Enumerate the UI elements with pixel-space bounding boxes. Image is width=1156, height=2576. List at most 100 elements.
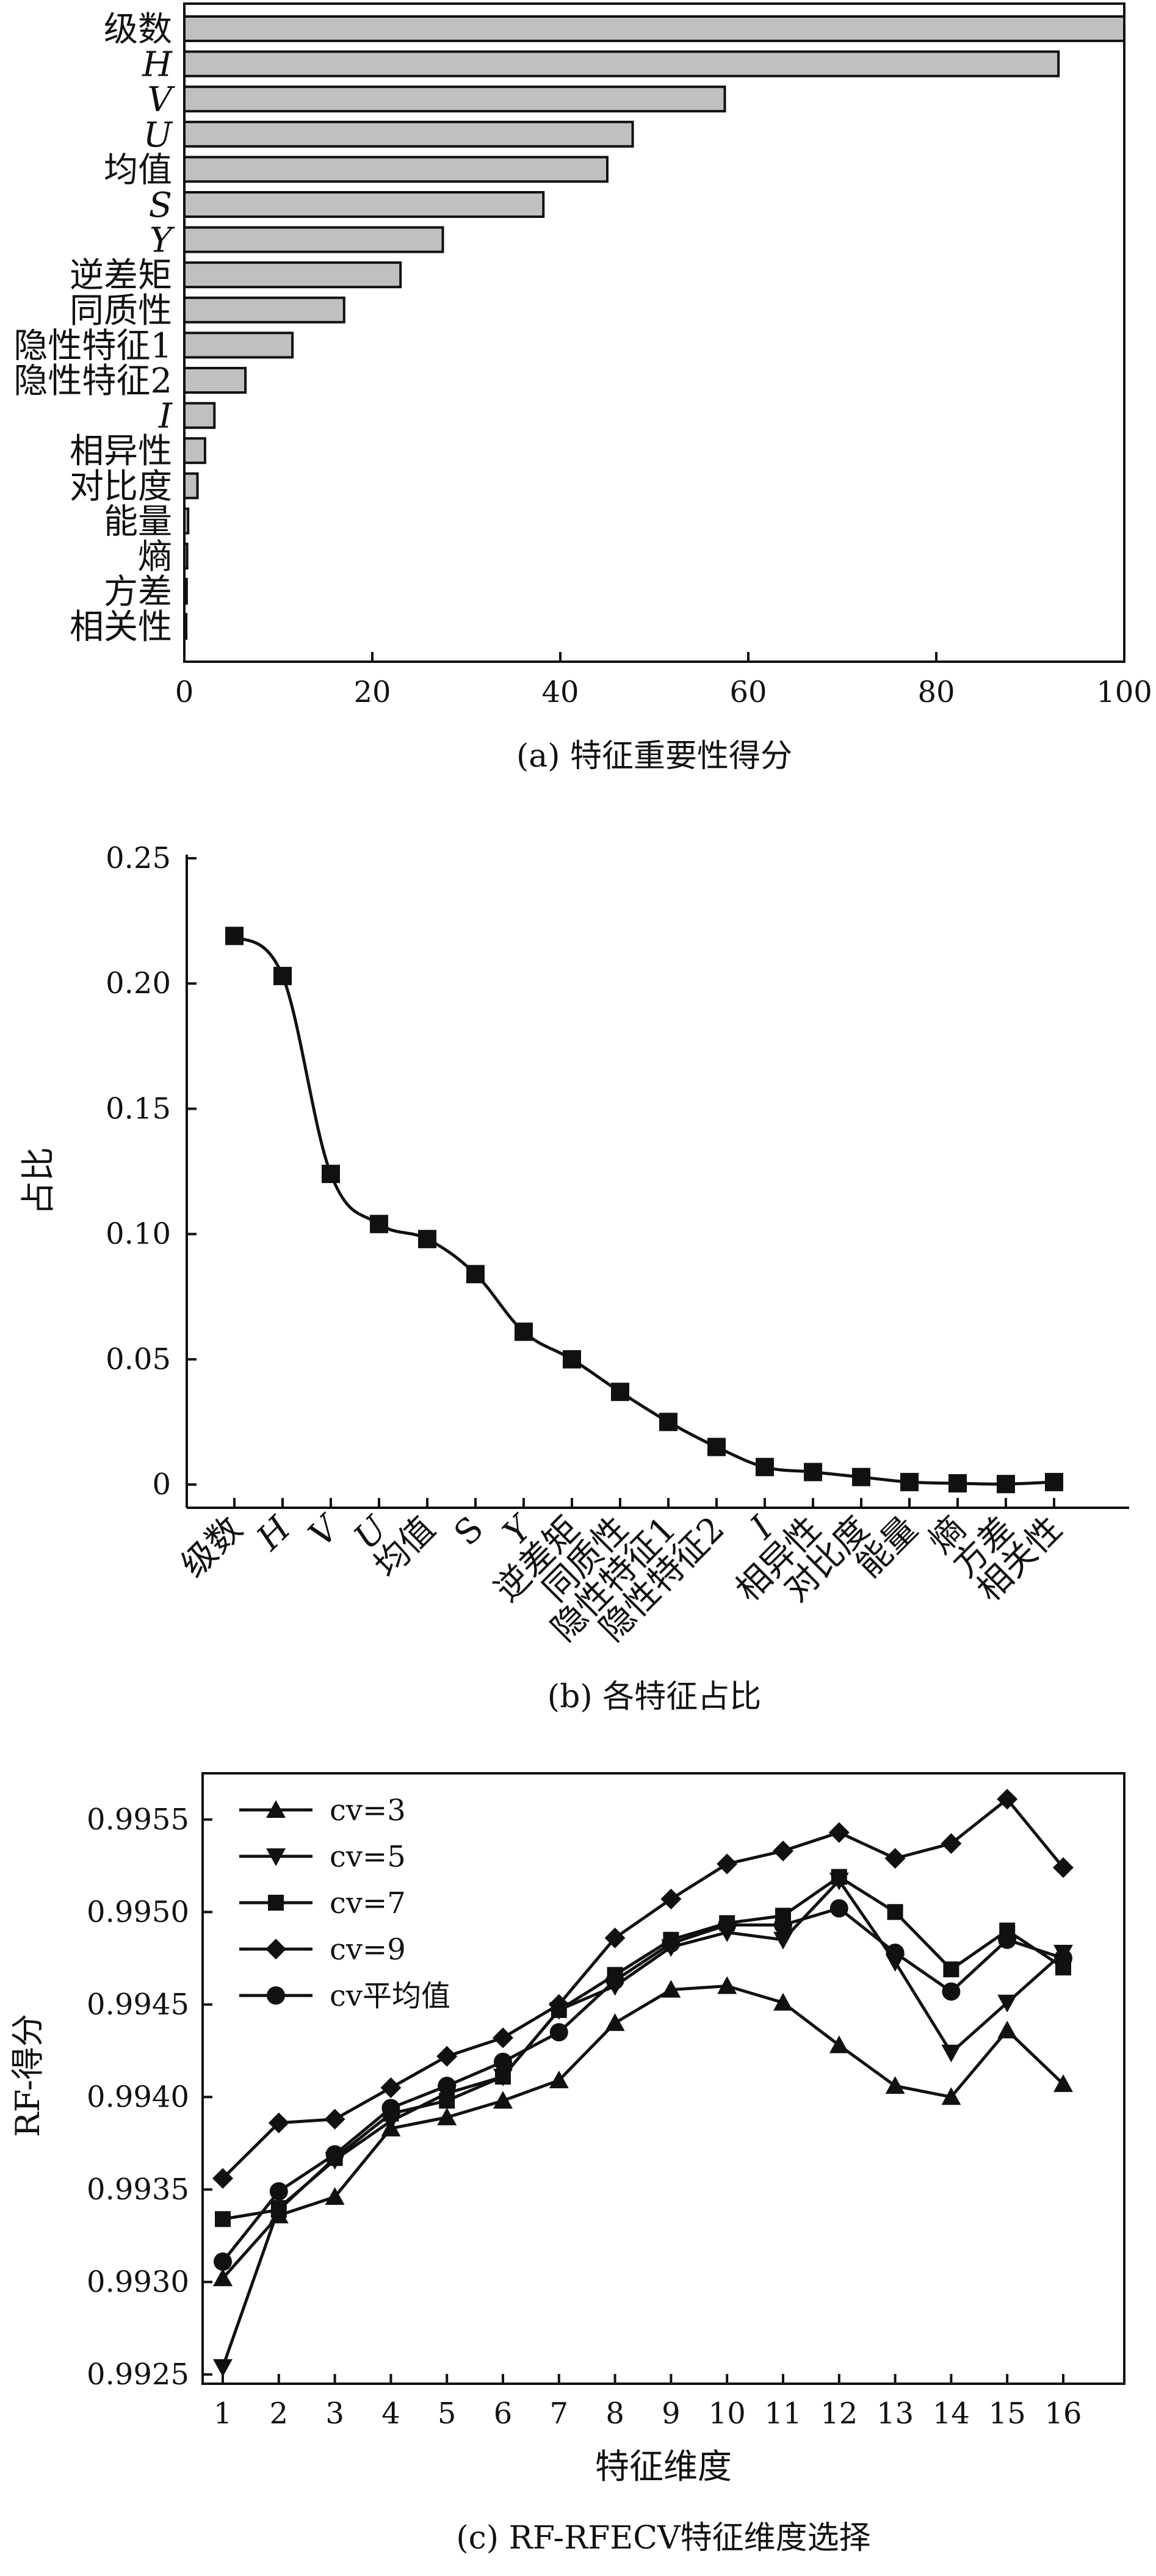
x-tick-label: 100 — [1096, 675, 1152, 709]
legend-label: cv=9 — [330, 1933, 406, 1967]
data-point — [436, 2046, 458, 2067]
data-point — [1053, 1857, 1074, 1878]
data-point — [268, 2112, 289, 2133]
y-tick-label: 0.05 — [106, 1342, 171, 1377]
chart-c-series — [212, 1789, 1074, 2377]
series-5 — [214, 1899, 1072, 2271]
data-point — [270, 2202, 287, 2218]
x-tick-label: 11 — [764, 2397, 801, 2431]
data-point — [322, 1165, 340, 1184]
data-point — [660, 1889, 682, 1910]
category-label: 能量 — [104, 502, 172, 541]
data-point — [466, 1265, 485, 1284]
data-point — [213, 2359, 233, 2377]
bar — [183, 50, 1060, 78]
data-point — [948, 1474, 967, 1492]
data-point — [887, 1904, 903, 1920]
data-point — [325, 2187, 345, 2205]
category-label: 隐性特征1 — [13, 326, 172, 366]
data-point — [381, 2099, 400, 2118]
data-point — [266, 1848, 286, 1866]
bar — [183, 331, 294, 359]
data-point — [214, 2252, 232, 2271]
series-line — [222, 1906, 1064, 2263]
data-point — [273, 966, 292, 985]
legend-item: cv=7 — [239, 1886, 406, 1920]
data-point — [941, 2087, 961, 2105]
data-point — [661, 1980, 681, 1998]
y-tick-label: 0.10 — [106, 1217, 171, 1251]
data-point — [829, 1899, 848, 1918]
bar — [183, 156, 609, 183]
data-point — [438, 2077, 457, 2096]
chart-a-feature-importance: 级数HVU均值SY逆差矩同质性隐性特征1隐性特征2I相异性对比度能量熵方差相关性… — [13, 2, 1152, 775]
x-tick-label: 13 — [876, 2397, 914, 2431]
bar — [183, 507, 190, 535]
data-point — [439, 2093, 455, 2109]
chart-b-y-ticks: 0 0.05 0.10 0.15 0.20 0.25 — [106, 841, 197, 1502]
y-tick-label: 0.9940 — [87, 2080, 189, 2114]
category-label: H — [249, 1508, 299, 1558]
data-point — [269, 2182, 288, 2201]
x-tick-label: 10 — [709, 2397, 746, 2431]
series-line — [222, 1875, 1064, 2221]
x-tick-label: 3 — [325, 2397, 344, 2431]
x-tick-label: 7 — [550, 2397, 569, 2431]
data-point — [662, 1934, 681, 1953]
data-point — [212, 2168, 233, 2189]
x-tick-label: 60 — [729, 675, 767, 709]
x-tick-label: 4 — [381, 2397, 400, 2431]
category-label: 级数 — [104, 10, 172, 49]
data-point — [717, 1976, 737, 1994]
chart-b-points — [225, 927, 1063, 1494]
series-line — [221, 1878, 1064, 2368]
chart-c-y-ticks: 0.9925 0.9930 0.9935 0.9940 0.9945 0.9950 0.99… — [87, 1803, 212, 2392]
y-tick-label: 0.9925 — [87, 2357, 189, 2392]
data-point — [941, 2044, 961, 2063]
data-point — [605, 1971, 624, 1990]
y-tick-label: 0.15 — [106, 1091, 171, 1126]
data-point — [943, 1961, 959, 1978]
data-point — [718, 1916, 737, 1934]
bar — [183, 402, 216, 429]
category-label: V — [148, 80, 176, 120]
legend-label: cv=3 — [330, 1793, 406, 1828]
y-tick-label: 0.9955 — [87, 1803, 189, 1837]
legend-label: cv=5 — [330, 1840, 406, 1874]
data-point — [756, 1458, 774, 1477]
data-point — [495, 2068, 511, 2085]
data-point — [829, 2035, 849, 2053]
category-label: 级数 — [174, 1509, 250, 1585]
data-point — [493, 2027, 513, 2049]
category-label: 逆差矩 — [70, 256, 172, 295]
y-tick-label: 0.9935 — [87, 2173, 189, 2207]
x-tick-label: 2 — [270, 2397, 289, 2431]
data-point — [418, 1229, 436, 1248]
data-point — [942, 1982, 961, 2001]
x-tick-label: 1 — [214, 2397, 233, 2431]
chart-c-y-label: RF-得分 — [9, 2014, 47, 2137]
category-label: 同质性 — [70, 291, 172, 331]
data-point — [773, 1992, 793, 2011]
data-point — [831, 1869, 847, 1885]
bar — [183, 85, 726, 113]
chart-b-series-line — [233, 935, 1055, 1486]
data-point — [804, 1463, 822, 1482]
series-1 — [213, 1976, 1073, 2287]
data-point — [997, 2021, 1017, 2039]
data-point — [215, 2211, 231, 2227]
chart-b-caption: (b) 各特征占比 — [547, 1679, 761, 1715]
chart-c-rfecv: 0.9925 0.9930 0.9935 0.9940 0.9945 0.9950 0.99… — [9, 1772, 1125, 2556]
category-label: 均值 — [104, 150, 172, 190]
category-label: S — [149, 186, 172, 225]
x-tick-label: 15 — [989, 2397, 1026, 2431]
category-label: V — [301, 1507, 349, 1554]
bar — [183, 437, 206, 465]
series-4 — [212, 1789, 1074, 2189]
data-point — [852, 1467, 870, 1486]
chart-c-x-ticks: 1 2 3 4 5 6 7 8 9 10 11 12 13 14 15 16 — [214, 2374, 1082, 2431]
data-point — [828, 1822, 850, 1843]
series-line — [222, 1796, 1064, 2180]
data-point — [1053, 2074, 1073, 2093]
